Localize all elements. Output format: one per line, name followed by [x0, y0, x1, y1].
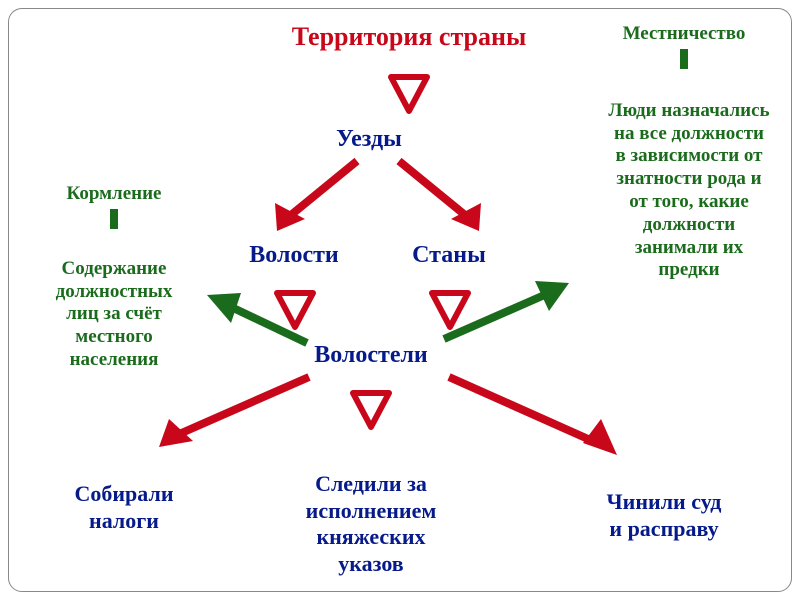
mestnich-body: Люди назначались на все должности в зави…	[589, 77, 789, 282]
node-sobirali: Собирали налоги	[29, 455, 219, 534]
kormlenie-heading: Кормление	[24, 183, 204, 206]
arrow-uezdy-stany	[377, 153, 497, 243]
chinili-text: Чинили суд и расправу	[607, 489, 722, 540]
arrow-stany-down	[424, 271, 476, 333]
arrow-volosteli-down	[345, 371, 397, 433]
arrow-volosti-down	[269, 271, 321, 333]
sobirali-text: Собирали налоги	[74, 481, 173, 532]
arrow-uezdy-volosti	[259, 153, 379, 243]
mestnich-h-text: Местничество	[623, 23, 746, 44]
stany-text: Станы	[412, 242, 486, 268]
volosti-text: Волости	[249, 242, 338, 268]
node-chinili: Чинили суд и расправу	[559, 463, 769, 542]
kormlenie-bar-icon	[110, 209, 118, 229]
node-stany: Станы	[389, 241, 509, 270]
uezdy-text: Уезды	[336, 126, 402, 152]
mestnich-heading: Местничество	[594, 23, 774, 46]
mestnich-b-text: Люди назначались на все должности в зави…	[608, 100, 769, 281]
volosteli-text: Волостели	[314, 342, 428, 368]
kormlenie-body: Содержание должностных лиц за счёт местн…	[24, 235, 204, 372]
kormlenie-h-text: Кормление	[67, 183, 162, 204]
diagram-canvas: Территория страны Уезды Волости Станы Во…	[8, 8, 792, 592]
sledili-text: Следили за исполнением княжеских указов	[306, 471, 437, 575]
node-volosti: Волости	[219, 241, 369, 270]
node-volosteli: Волостели	[281, 341, 461, 370]
arrow-title-uezdy	[383, 55, 435, 117]
title-territory: Территория страны	[209, 21, 609, 52]
kormlenie-b-text: Содержание должностных лиц за счёт местн…	[56, 258, 173, 370]
mestnich-bar-icon	[680, 49, 688, 69]
node-uezdy: Уезды	[299, 125, 439, 154]
title-text: Территория страны	[292, 22, 527, 51]
node-sledili: Следили за исполнением княжеских указов	[261, 445, 481, 577]
